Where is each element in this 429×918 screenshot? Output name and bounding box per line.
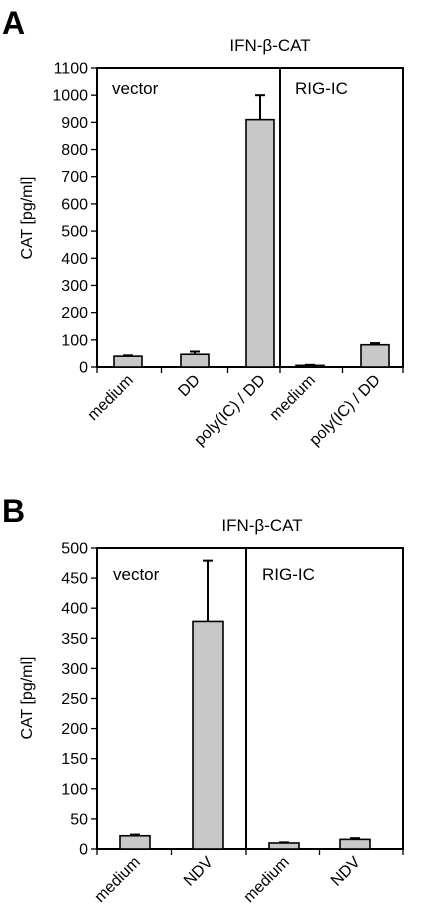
chart-a-y-axis-label: CAT [pg/ml] xyxy=(19,177,36,260)
chart-b-y-tick-label-250: 250 xyxy=(61,691,88,708)
chart-a-y-tick-label-900: 900 xyxy=(61,115,88,132)
chart-a: IFN-β-CAT CAT [pg/ml] 0 100 200 300 400 500 600 7… xyxy=(19,36,404,449)
chart-b-y-tick-label-350: 350 xyxy=(61,631,88,648)
chart-a-title: IFN-β-CAT xyxy=(229,36,310,55)
chart-a-y-tick-label-100: 100 xyxy=(61,332,88,349)
chart-b-y-tick-label-450: 450 xyxy=(61,571,88,588)
chart-a-y-tick-label-800: 800 xyxy=(61,142,88,159)
panel-letter-a: A xyxy=(2,5,25,41)
chart-b-group-label-vector: vector xyxy=(113,565,160,584)
chart-b-vector-0-bar xyxy=(119,834,151,850)
chart-a-y-tick-label-400: 400 xyxy=(61,251,88,268)
chart-b-y-tick-label-50: 50 xyxy=(70,811,88,828)
chart-b-y-tick-label-200: 200 xyxy=(61,721,88,738)
chart-b-y-tick-label-150: 150 xyxy=(61,751,88,768)
chart-a-vector-1-category-label: DD xyxy=(175,372,203,400)
panel-letter-b: B xyxy=(2,493,25,529)
chart-b: IFN-β-CAT CAT [pg/ml] 0 50 100 150 200 250 300 35… xyxy=(19,516,404,906)
chart-a-group-label-vector: vector xyxy=(112,79,159,98)
chart-b-vector-1-category-label: NDV xyxy=(181,854,217,890)
chart-a-vector-1-bar xyxy=(180,353,210,368)
chart-a-rig-ic-1-bar xyxy=(360,343,390,368)
chart-b-title: IFN-β-CAT xyxy=(221,516,302,535)
chart-b-y-tick-label-500: 500 xyxy=(61,541,88,558)
chart-b-rig-ic-1-category-label: NDV xyxy=(328,854,364,890)
chart-a-vector-0-category-label: medium xyxy=(85,372,137,424)
chart-b-group-label-rig-ic: RIG-IC xyxy=(262,565,315,584)
chart-a-vector-2-bar xyxy=(245,118,275,368)
chart-a-y-tick-label-1000: 1000 xyxy=(52,88,88,105)
chart-b-vector-1-bar xyxy=(192,620,224,850)
chart-a-y-tick-label-500: 500 xyxy=(61,224,88,241)
chart-a-group-label-rig-ic: RIG-IC xyxy=(295,79,348,98)
chart-a-rig-ic-0-bar xyxy=(295,364,325,368)
chart-a-vector-0-bar xyxy=(113,355,143,368)
chart-a-y-tick-label-700: 700 xyxy=(61,169,88,186)
chart-a-y-tick-label-200: 200 xyxy=(61,305,88,322)
chart-a-y-tick-label-600: 600 xyxy=(61,196,88,213)
chart-a-y-tick-label-300: 300 xyxy=(61,278,88,295)
chart-b-rig-ic-1-bar xyxy=(339,838,371,850)
chart-b-y-tick-label-400: 400 xyxy=(61,601,88,618)
chart-a-rig-ic-0-category-label: medium xyxy=(267,372,319,424)
chart-a-y-tick-label-0: 0 xyxy=(79,360,88,377)
chart-b-y-tick-label-300: 300 xyxy=(61,661,88,678)
chart-b-rig-ic-0-bar xyxy=(268,842,300,850)
chart-b-y-tick-label-100: 100 xyxy=(61,781,88,798)
chart-b-y-tick-label-0: 0 xyxy=(79,842,88,859)
chart-b-vector-0-category-label: medium xyxy=(92,854,144,906)
chart-a-y-tick-label-1100: 1100 xyxy=(54,61,89,78)
chart-b-y-axis-label: CAT [pg/ml] xyxy=(19,657,36,740)
chart-b-plot-frame xyxy=(96,547,404,850)
chart-b-rig-ic-0-category-label: medium xyxy=(241,854,293,906)
